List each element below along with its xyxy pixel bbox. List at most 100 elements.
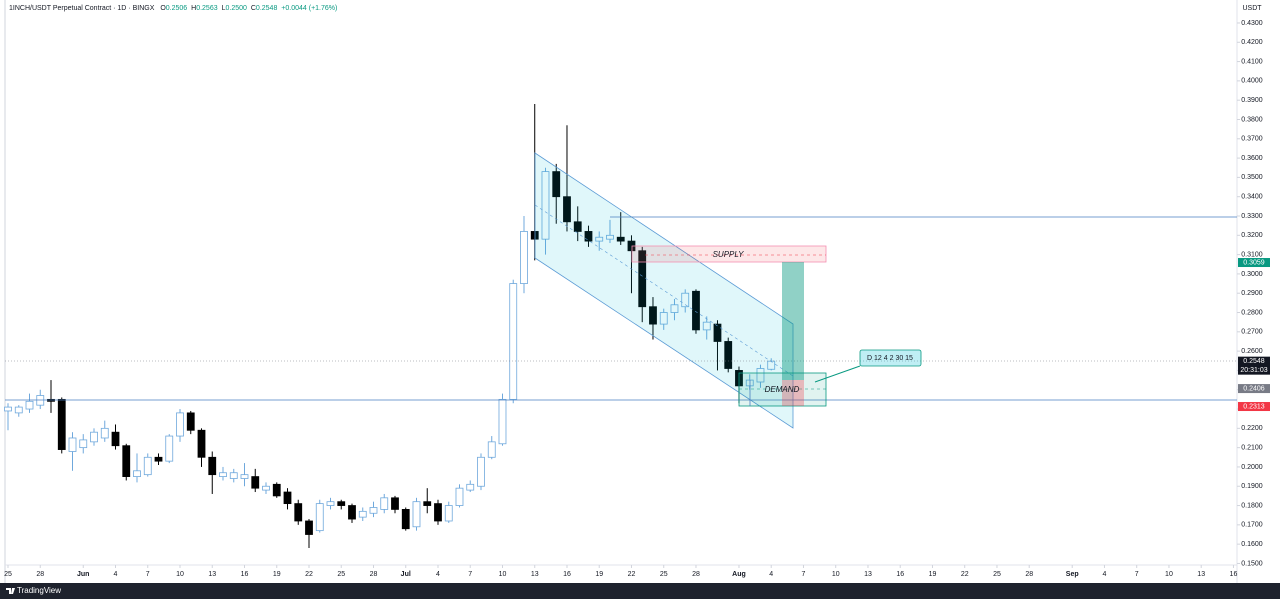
footer-logo	[6, 588, 15, 594]
x-tick-label: 22	[628, 571, 636, 578]
candle-body	[326, 501, 335, 506]
x-tick-label: 16	[1230, 571, 1238, 578]
candle-body	[262, 485, 270, 491]
candle-body	[487, 441, 496, 458]
y-tick-label: 0.3600	[1241, 155, 1263, 162]
candle-body	[68, 437, 77, 452]
candle-body	[348, 505, 356, 520]
candle-body	[143, 456, 152, 476]
candle-body	[455, 487, 464, 506]
candle-body	[294, 503, 303, 522]
x-tick-label: 16	[896, 571, 904, 578]
demand-zone	[738, 372, 827, 407]
y-tick-label: 0.3200	[1241, 232, 1263, 239]
candle-body	[477, 456, 485, 487]
x-tick-label: 28	[36, 571, 44, 578]
footer-bar[interactable]	[0, 583, 1280, 599]
position-stop	[782, 380, 804, 406]
x-tick-label: 7	[146, 571, 150, 578]
low-label: L	[222, 5, 226, 12]
demand-label: DEMAND	[765, 385, 800, 394]
y-tick-label: 0.2100	[1241, 444, 1263, 451]
drawings: SUPPLY DEMAND D 12 4 2 30 15	[5, 152, 1237, 429]
x-tick-label: 10	[176, 571, 184, 578]
callout-box	[859, 349, 922, 367]
y-tick-label: 0.4200	[1241, 39, 1263, 46]
candle-body	[606, 234, 614, 240]
candle-body	[659, 312, 668, 325]
candle-body	[229, 472, 238, 479]
x-tick-label: 28	[370, 571, 378, 578]
y-tick-label: 0.1900	[1241, 483, 1263, 490]
low-value: 0.2500	[225, 5, 247, 12]
price-marker-box	[1238, 384, 1270, 394]
y-tick-label: 0.3500	[1241, 174, 1263, 181]
candle-body	[724, 341, 733, 369]
candle-body	[444, 505, 453, 522]
y-tick-label: 0.3700	[1241, 136, 1263, 143]
x-tick-label: 22	[305, 571, 313, 578]
candle-body	[401, 509, 410, 530]
candle-body	[154, 456, 163, 462]
candle-body	[240, 474, 249, 479]
x-tick-label: Aug	[732, 571, 746, 578]
y-tick-label: 0.3900	[1241, 97, 1263, 104]
candle-body	[649, 306, 657, 325]
candle-body	[391, 497, 399, 510]
x-tick-label: 10	[1165, 571, 1173, 578]
footer-brand[interactable]: TradingView	[17, 586, 61, 595]
x-tick-label: 4	[114, 571, 118, 578]
high-label: H	[191, 5, 196, 12]
candle-body	[692, 290, 700, 331]
candle-body	[573, 221, 582, 232]
high-value: 0.2563	[196, 5, 218, 12]
symbol-name: 1INCH/USDT Perpetual Contract · 1D · BIN…	[9, 5, 155, 12]
callout-pointer	[814, 365, 861, 383]
x-tick-label: 10	[832, 571, 840, 578]
supply-label: SUPPLY	[713, 250, 745, 259]
candle-body	[670, 304, 679, 313]
x-tick-label: 25	[4, 571, 12, 578]
candle-body	[79, 439, 88, 449]
price-marker-label: 0.2313	[1243, 403, 1265, 410]
candle-body	[208, 456, 217, 476]
candle-body	[122, 445, 131, 477]
price-marker-label: 0.2406	[1243, 385, 1265, 392]
candle-body	[509, 283, 518, 400]
open-label: O	[160, 5, 166, 12]
price-marker-box	[1238, 402, 1270, 412]
y-tick-label: 0.3800	[1241, 116, 1263, 123]
candle-body	[283, 491, 292, 505]
x-tick-label: 25	[993, 571, 1001, 578]
x-tick-label: 28	[1025, 571, 1033, 578]
candle-body	[595, 236, 604, 242]
y-tick-label: 0.1700	[1241, 522, 1263, 529]
callout-label: D 12 4 2 30 15	[867, 355, 913, 362]
x-tick-label: Jul	[401, 571, 411, 578]
candle-body	[337, 501, 346, 506]
y-tick-label: 0.2600	[1241, 348, 1263, 355]
x-tick-label: 19	[929, 571, 937, 578]
candle-body	[197, 429, 206, 458]
x-tick-label: 7	[468, 571, 472, 578]
candle-body	[702, 321, 711, 331]
candle-body	[369, 507, 378, 514]
candle-body	[713, 323, 722, 342]
price-marker-label: 0.2548	[1243, 358, 1265, 365]
candle-body	[4, 406, 12, 412]
y-tick-label: 0.2700	[1241, 329, 1263, 336]
candle-body	[434, 503, 442, 522]
x-tick-label: 10	[499, 571, 507, 578]
x-tick-label: 4	[436, 571, 440, 578]
y-tick-label: 0.4300	[1241, 20, 1263, 27]
x-tick-label: 16	[241, 571, 249, 578]
candle-body	[520, 231, 528, 284]
y-tick-label: 0.1500	[1241, 560, 1263, 567]
candle-body	[756, 368, 765, 383]
candle-body	[380, 497, 389, 510]
x-tick-label: Sep	[1066, 571, 1079, 578]
y-tick-label: 0.2800	[1241, 309, 1263, 316]
currency: USDT	[1242, 5, 1262, 12]
y-tick-label: 0.2900	[1241, 290, 1263, 297]
